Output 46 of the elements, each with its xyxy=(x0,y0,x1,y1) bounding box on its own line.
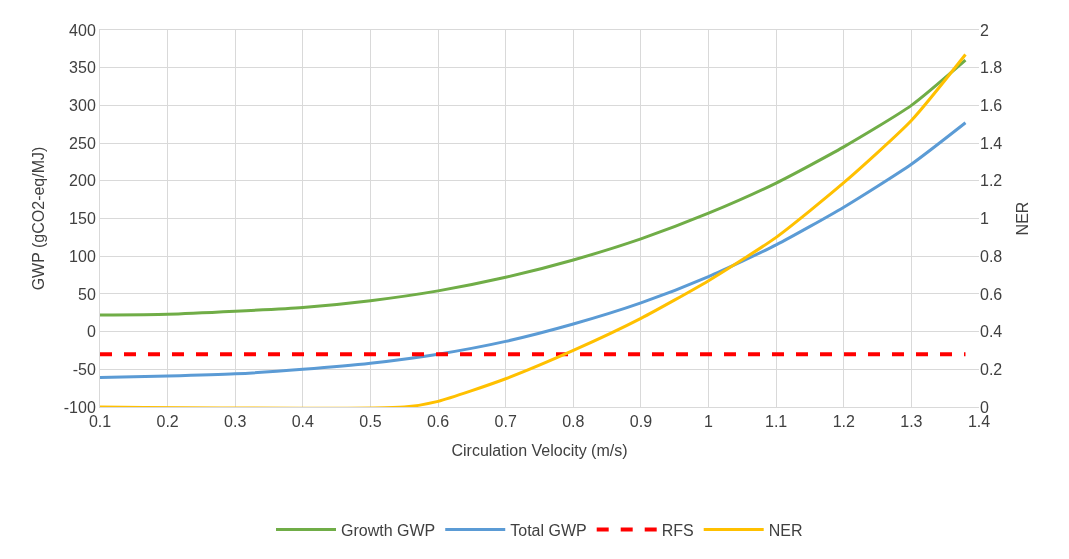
y2-tick-label: 2 xyxy=(980,21,989,39)
y-tick-label: -100 xyxy=(63,398,96,416)
legend-label: Total GWP xyxy=(510,521,587,539)
x-tick-label: 0.8 xyxy=(562,413,585,431)
y2-tick-label: 1 xyxy=(980,210,989,228)
x-tick-label: 1 xyxy=(704,413,714,431)
y2-tick-label: 0.2 xyxy=(980,360,1003,378)
line-series xyxy=(100,121,967,380)
legend-label: RFS xyxy=(661,521,694,539)
y-tick-label: -50 xyxy=(72,360,96,378)
x-tick-label: 0.9 xyxy=(629,413,653,431)
x-tick-label: 0.4 xyxy=(291,413,315,431)
y2-tick-label: 1.2 xyxy=(980,172,1003,190)
y-axis-title: GWP (gCO2-eq/MJ) xyxy=(29,146,47,291)
x-tick-label: 1.1 xyxy=(765,413,788,431)
x-tick-label: 0.1 xyxy=(88,413,112,431)
x-tick-label: 0.5 xyxy=(359,413,382,431)
y2-tick-label: 0.6 xyxy=(980,285,1003,303)
y2-tick-label: 0.4 xyxy=(980,323,1003,341)
y2-tick-label: 1.8 xyxy=(980,59,1003,77)
legend-label: NER xyxy=(768,521,803,539)
y-tick-label: 100 xyxy=(69,247,96,265)
x-tick-label: 0.7 xyxy=(494,413,517,431)
y2-tick-label: 0.8 xyxy=(980,247,1003,265)
x-tick-label: 1.2 xyxy=(832,413,855,431)
y2-tick-label: 0 xyxy=(980,398,989,416)
y2-axis-title: NER xyxy=(1014,201,1032,236)
x-tick-label: 1.3 xyxy=(900,413,923,431)
y2-tick-label: 1.6 xyxy=(980,97,1003,114)
y-tick-label: 300 xyxy=(69,97,96,114)
y-tick-label: 0 xyxy=(86,323,96,341)
legend-label: Growth GWP xyxy=(341,521,436,539)
y2-tick-label: 1.4 xyxy=(980,134,1003,152)
y-tick-label: 50 xyxy=(78,285,96,303)
x-tick-label: 0.2 xyxy=(156,413,179,431)
x-axis-title: Circulation Velocity (m/s) xyxy=(451,441,628,459)
line-series xyxy=(100,58,967,317)
line-series xyxy=(100,53,967,407)
y-tick-label: 250 xyxy=(69,134,96,152)
y-tick-label: 400 xyxy=(69,21,96,39)
y-tick-label: 200 xyxy=(69,172,96,190)
y-tick-label: 150 xyxy=(69,210,96,228)
x-tick-label: 0.6 xyxy=(426,413,450,431)
y-tick-label: 350 xyxy=(69,59,96,77)
x-tick-label: 1.4 xyxy=(967,413,991,431)
x-tick-label: 0.3 xyxy=(224,413,247,431)
